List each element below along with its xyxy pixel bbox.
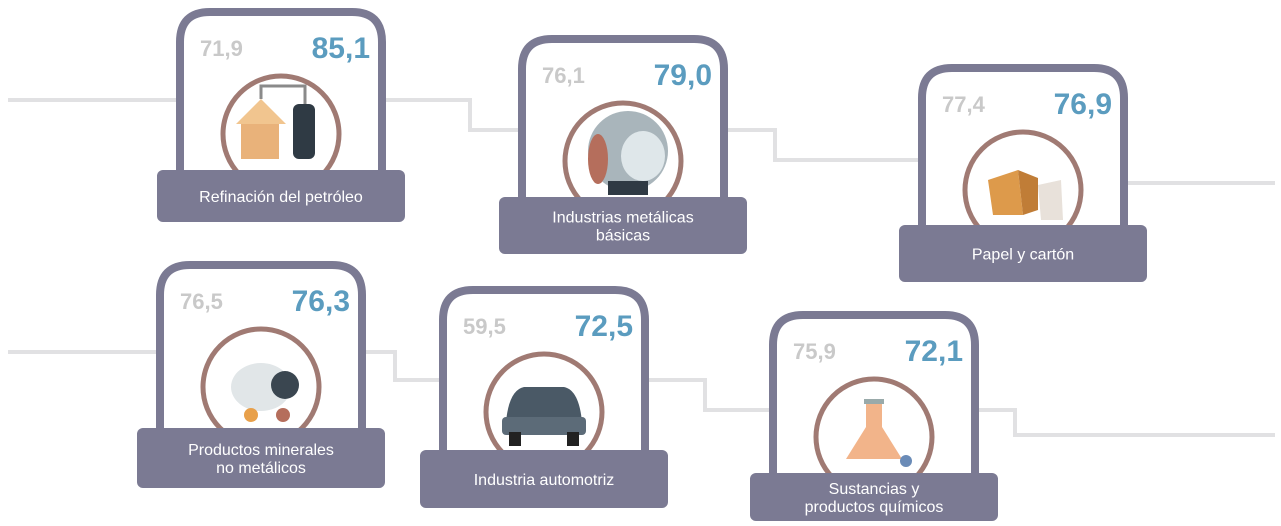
value-before: 59,5: [463, 314, 506, 339]
icon-shape: [293, 104, 315, 159]
value-after: 76,9: [1054, 88, 1112, 121]
card: 77,4 76,9 Papel y cartón: [899, 68, 1147, 282]
value-after: 76,3: [292, 285, 350, 318]
value-after: 79,0: [654, 59, 712, 92]
value-before: 77,4: [942, 92, 986, 117]
icon-shape: [567, 432, 579, 446]
card: 59,5 72,5 Industria automotriz: [420, 290, 668, 508]
card-label: Industria automotriz: [474, 472, 615, 489]
icon-shape: [271, 371, 299, 399]
value-after: 72,5: [575, 310, 633, 343]
icon-shape: [900, 455, 912, 467]
infographic: 71,9 85,1 Refinación del petróleo 76,1 79,0 I…: [0, 0, 1281, 526]
icon-shape: [241, 119, 279, 159]
icon-shape: [608, 181, 648, 195]
card-label: Industrias metálicas: [552, 210, 693, 227]
value-before: 76,1: [542, 63, 585, 88]
card: 71,9 85,1 Refinación del petróleo: [157, 12, 405, 222]
icon-shape: [864, 399, 884, 404]
icon-shape: [588, 134, 608, 184]
icon-shape: [509, 432, 521, 446]
icon-shape: [506, 387, 582, 422]
card-label: productos químicos: [805, 499, 944, 516]
value-before: 71,9: [200, 36, 243, 61]
icon-shape: [244, 408, 258, 422]
card-label: Refinación del petróleo: [199, 189, 363, 206]
icon-shape: [1038, 180, 1063, 220]
icon-shape: [621, 131, 665, 181]
value-after: 72,1: [905, 335, 963, 368]
card-label: Productos minerales: [188, 442, 334, 459]
card-label: no metálicos: [216, 460, 306, 477]
card-label: Papel y cartón: [972, 247, 1074, 264]
card-label: Sustancias y: [829, 481, 920, 498]
card-label: básicas: [596, 228, 650, 245]
icon-shape: [276, 408, 290, 422]
value-after: 85,1: [312, 32, 370, 65]
value-before: 76,5: [180, 289, 223, 314]
value-before: 75,9: [793, 339, 836, 364]
